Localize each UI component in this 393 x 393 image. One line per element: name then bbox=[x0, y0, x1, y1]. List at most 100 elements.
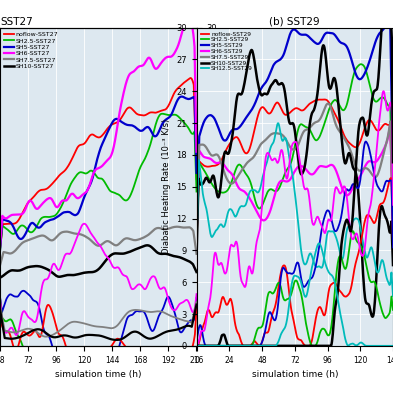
SH2.5-SST27 bbox=[92, 171, 97, 176]
SH12.5-SST29 bbox=[289, 167, 294, 171]
SH6-SST29 bbox=[386, 134, 391, 138]
SH5-SST29 bbox=[391, 175, 393, 180]
Line: SH5-SST27: SH5-SST27 bbox=[0, 97, 196, 249]
SH10-SST27 bbox=[104, 257, 109, 262]
SH12.5-SST29 bbox=[391, 294, 393, 299]
SH7.5-SST29 bbox=[288, 146, 293, 151]
SH2.5-SST27 bbox=[159, 112, 163, 116]
noflow-SST29 bbox=[301, 108, 305, 113]
SH7.5-SST27 bbox=[92, 241, 97, 246]
SH5-SST27 bbox=[179, 94, 184, 99]
noflow-SST27 bbox=[92, 133, 97, 138]
SH10-SST27 bbox=[145, 243, 150, 248]
SH6-SST29 bbox=[388, 121, 393, 126]
SH5-SST29 bbox=[301, 32, 305, 37]
SH2.5-SST29 bbox=[355, 64, 360, 69]
SH5-SST27 bbox=[91, 173, 95, 178]
Text: SST27: SST27 bbox=[0, 17, 33, 27]
noflow-SST27 bbox=[115, 120, 119, 125]
SH12.5-SST29 bbox=[275, 121, 280, 125]
X-axis label: simulation time (h): simulation time (h) bbox=[252, 370, 338, 379]
Legend: noflow-SST27, SH2.5-SST27, SH5-SST27, SH6-SST27, SH7.5-SST27, SH10-SST27: noflow-SST27, SH2.5-SST27, SH5-SST27, SH… bbox=[3, 31, 59, 70]
SH5-SST29 bbox=[386, 20, 391, 25]
SH5-SST29 bbox=[287, 32, 292, 37]
noflow-SST27 bbox=[190, 77, 195, 82]
SH7.5-SST29 bbox=[391, 218, 393, 222]
SH7.5-SST27 bbox=[174, 224, 179, 229]
SH2.5-SST27 bbox=[115, 191, 119, 196]
noflow-SST29 bbox=[391, 224, 393, 229]
Line: noflow-SST29: noflow-SST29 bbox=[196, 99, 393, 246]
SH2.5-SST29 bbox=[288, 160, 293, 165]
SH6-SST27 bbox=[0, 244, 2, 249]
SH12.5-SST29 bbox=[386, 281, 391, 286]
Line: SH6-SST29: SH6-SST29 bbox=[196, 124, 393, 241]
SH5-SST27 bbox=[194, 171, 199, 175]
SH6-SST27 bbox=[115, 127, 119, 131]
SH6-SST27 bbox=[92, 169, 97, 174]
SH7.5-SST29 bbox=[287, 144, 292, 149]
SH7.5-SST29 bbox=[386, 130, 391, 134]
SH7.5-SST29 bbox=[194, 236, 199, 241]
SH12.5-SST29 bbox=[288, 160, 292, 165]
SH7.5-SST29 bbox=[356, 167, 360, 172]
SH2.5-SST29 bbox=[386, 103, 391, 108]
SH5-SST27 bbox=[104, 132, 109, 137]
SH2.5-SST27 bbox=[160, 111, 165, 116]
SH10-SST29 bbox=[301, 170, 305, 175]
SH2.5-SST29 bbox=[311, 135, 316, 140]
X-axis label: simulation time (h): simulation time (h) bbox=[55, 370, 141, 379]
noflow-SST29 bbox=[194, 244, 199, 249]
SH7.5-SST27 bbox=[190, 227, 195, 232]
SH5-SST27 bbox=[190, 95, 195, 100]
SH6-SST27 bbox=[190, 24, 195, 29]
SH10-SST29 bbox=[194, 257, 199, 262]
SH5-SST29 bbox=[386, 20, 391, 25]
SH7.5-SST27 bbox=[91, 240, 95, 245]
noflow-SST29 bbox=[287, 110, 292, 115]
SH2.5-SST29 bbox=[194, 245, 199, 250]
SH2.5-SST29 bbox=[359, 62, 364, 66]
SH7.5-SST29 bbox=[301, 131, 305, 136]
SH10-SST29 bbox=[287, 121, 292, 126]
SH5-SST27 bbox=[159, 124, 163, 129]
SH10-SST29 bbox=[288, 121, 293, 126]
Line: noflow-SST27: noflow-SST27 bbox=[0, 78, 196, 250]
SH2.5-SST29 bbox=[391, 215, 393, 220]
SH5-SST29 bbox=[288, 30, 293, 35]
SH2.5-SST27 bbox=[91, 169, 95, 174]
noflow-SST27 bbox=[91, 132, 95, 137]
SH6-SST27 bbox=[91, 171, 95, 176]
SH6-SST29 bbox=[391, 219, 393, 224]
SH7.5-SST29 bbox=[326, 101, 331, 106]
SH10-SST29 bbox=[321, 43, 326, 48]
noflow-SST29 bbox=[386, 123, 391, 127]
Line: SH7.5-SST29: SH7.5-SST29 bbox=[196, 104, 393, 239]
SH6-SST29 bbox=[288, 176, 293, 180]
Line: SH6-SST27: SH6-SST27 bbox=[0, 22, 196, 247]
SH12.5-SST29 bbox=[312, 260, 316, 265]
Line: SH12.5-SST29: SH12.5-SST29 bbox=[196, 123, 393, 296]
SH12.5-SST29 bbox=[194, 249, 199, 254]
noflow-SST27 bbox=[104, 128, 109, 132]
SH5-SST29 bbox=[355, 75, 360, 80]
SH10-SST27 bbox=[190, 261, 195, 266]
SH10-SST29 bbox=[356, 186, 360, 191]
SH2.5-SST29 bbox=[287, 163, 292, 168]
SH7.5-SST29 bbox=[311, 121, 316, 126]
SH2.5-SST27 bbox=[0, 250, 2, 254]
SH2.5-SST27 bbox=[190, 131, 195, 136]
SH12.5-SST29 bbox=[301, 259, 306, 264]
SH10-SST29 bbox=[370, 314, 375, 319]
SH10-SST27 bbox=[194, 270, 199, 274]
SH10-SST27 bbox=[0, 275, 2, 280]
SH6-SST27 bbox=[104, 159, 109, 163]
noflow-SST27 bbox=[194, 176, 199, 181]
Line: SH2.5-SST27: SH2.5-SST27 bbox=[0, 114, 196, 252]
noflow-SST29 bbox=[288, 109, 293, 114]
SH6-SST29 bbox=[194, 238, 199, 243]
SH5-SST27 bbox=[0, 247, 2, 252]
SH12.5-SST29 bbox=[356, 217, 360, 222]
SH10-SST29 bbox=[311, 108, 316, 113]
Line: SH2.5-SST29: SH2.5-SST29 bbox=[196, 64, 393, 247]
